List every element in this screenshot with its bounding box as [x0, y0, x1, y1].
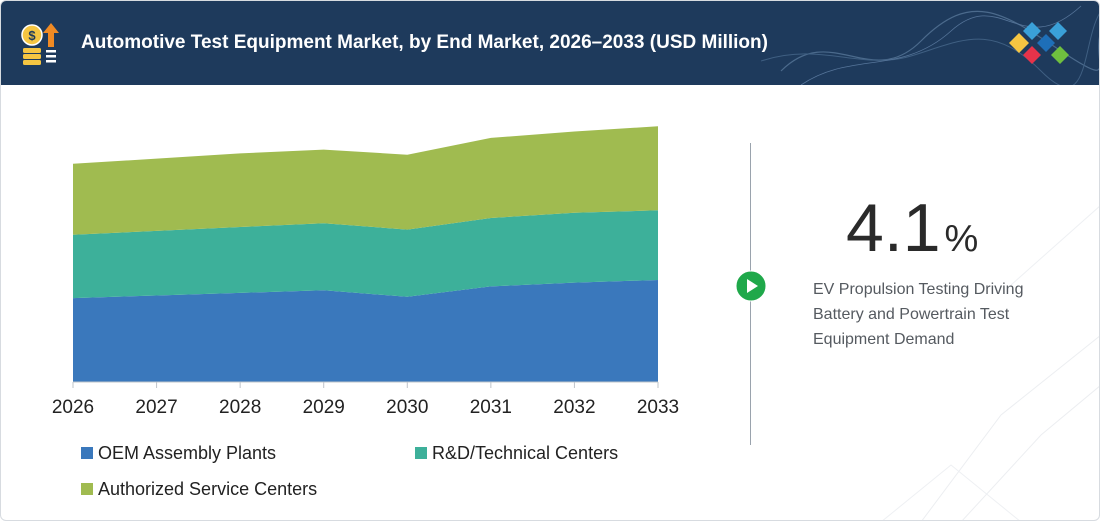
kpi-description: EV Propulsion Testing Driving Battery an…	[813, 281, 1024, 348]
legend-oem-assembly-plants: OEM Assembly Plants	[81, 441, 276, 465]
x-tick-label: 2033	[637, 397, 679, 418]
header-bar: $ Automotive Test Equipment Market, by E…	[1, 1, 1099, 85]
legend-swatch	[81, 447, 93, 459]
svg-text:$: $	[28, 28, 36, 43]
play-icon	[735, 270, 767, 302]
x-tick-label: 2030	[386, 397, 428, 418]
legend-label: R&D/Technical Centers	[432, 442, 619, 463]
background-line-decoration	[882, 206, 1099, 520]
x-tick-label: 2032	[553, 397, 595, 418]
legend-label: Authorized Service Centers	[98, 478, 318, 499]
legend-swatch	[81, 483, 93, 495]
kpi-unit: %	[944, 218, 979, 260]
x-axis-ticks: 2026 2027 2028 2029 2030 2031 2032 2033	[52, 382, 679, 418]
area-series-group	[73, 126, 658, 382]
header-wave-decoration	[761, 5, 1099, 85]
page-title: Automotive Test Equipment Market, by End…	[81, 32, 768, 53]
area-rd-technical-centers	[73, 210, 658, 299]
x-tick-label: 2027	[135, 397, 177, 418]
area-authorized-service-centers	[73, 126, 658, 235]
legend-authorized-service-centers: Authorized Service Centers	[81, 477, 317, 501]
coin-growth-icon: $	[21, 23, 59, 65]
cagr-kpi: 4.1%	[846, 189, 978, 267]
legend-rd-technical-centers: R&D/Technical Centers	[415, 441, 618, 465]
diamond-logo-icon	[1009, 22, 1069, 64]
x-tick-label: 2031	[470, 397, 512, 418]
stacked-area-chart: 2026 2027 2028 2029 2030 2031 2032 2033	[52, 126, 679, 418]
x-tick-label: 2026	[52, 397, 94, 418]
legend-swatch	[415, 447, 427, 459]
kpi-value: 4.1	[846, 190, 941, 266]
x-tick-label: 2028	[219, 397, 261, 418]
x-tick-label: 2029	[303, 397, 345, 418]
legend-label: OEM Assembly Plants	[98, 442, 277, 463]
area-oem-assembly-plants	[73, 280, 658, 382]
